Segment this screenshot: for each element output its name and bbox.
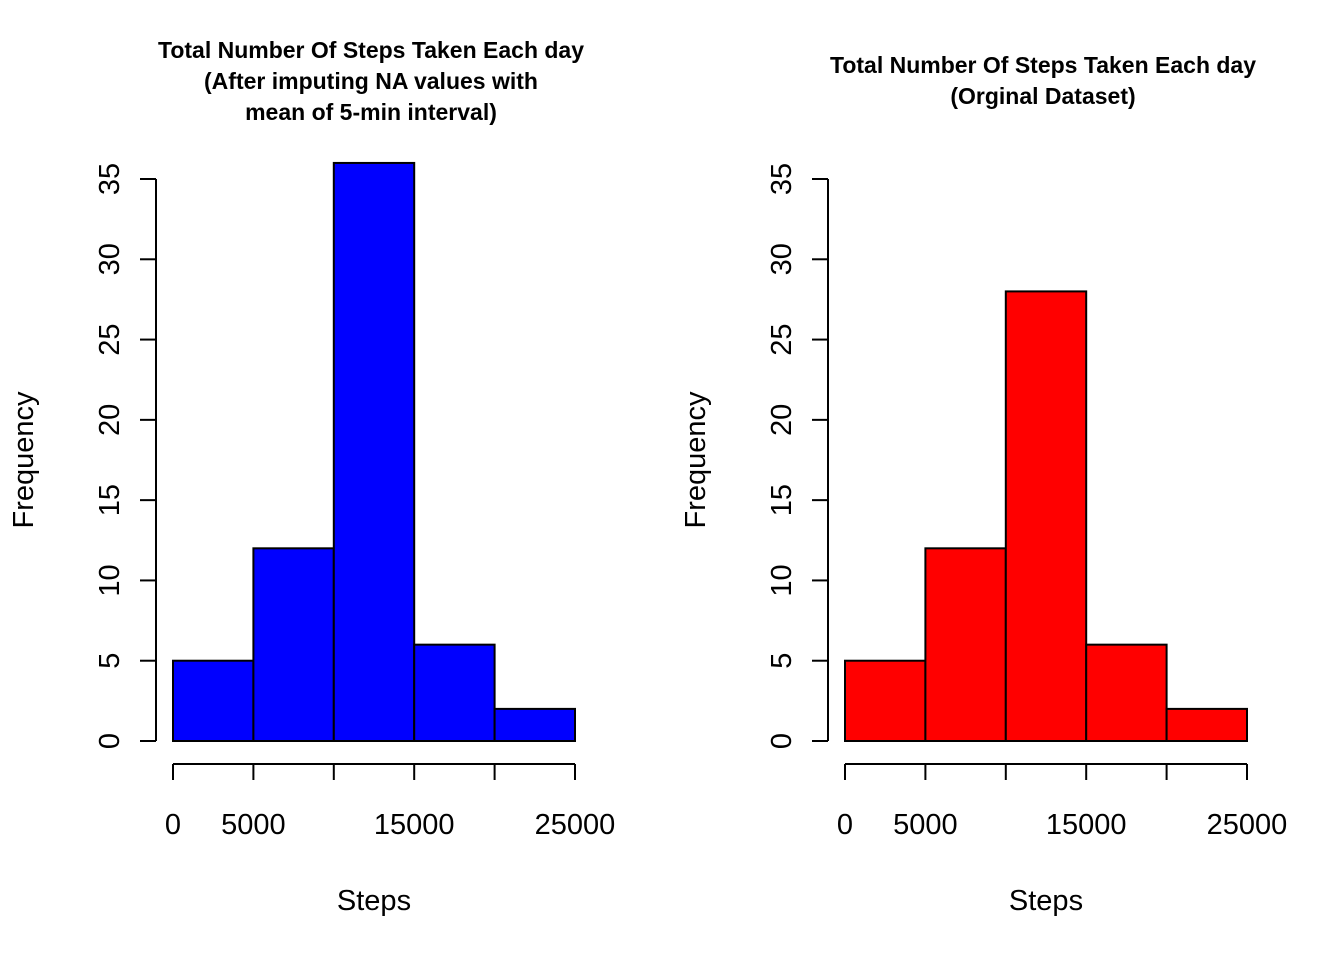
- histogram-bar: [413, 643, 496, 743]
- chart-title-line: Total Number Of Steps Taken Each day: [830, 52, 1256, 78]
- x-tick-label: 0: [165, 809, 181, 841]
- y-tick-label: 25: [766, 323, 798, 355]
- x-tick-label: 5000: [221, 809, 286, 841]
- y-tick-label: 0: [766, 733, 798, 749]
- chart-title-line: (Orginal Dataset): [950, 83, 1135, 109]
- y-tick-label: 0: [94, 733, 126, 749]
- x-tick-label: 25000: [1207, 809, 1288, 841]
- x-tick-label: 15000: [374, 809, 455, 841]
- histogram-bar: [1085, 643, 1168, 743]
- x-tick-label: 5000: [893, 809, 958, 841]
- histogram-bar: [1004, 290, 1088, 742]
- y-tick-label: 15: [94, 484, 126, 516]
- y-tick-label: 35: [94, 163, 126, 195]
- y-tick-label: 5: [766, 653, 798, 669]
- y-tick-label: 25: [94, 323, 126, 355]
- histogram-bar: [332, 161, 416, 742]
- histogram-bar: [1165, 707, 1248, 743]
- x-axis-label: Steps: [337, 885, 411, 917]
- histogram-panel-1: Total Number Of Steps Taken Each day (Aft…: [8, 37, 615, 917]
- y-axis-label: Frequency: [8, 391, 40, 529]
- chart-title-line: mean of 5-min interval): [245, 99, 497, 125]
- y-tick-label: 10: [94, 564, 126, 596]
- y-tick-label: 5: [94, 653, 126, 669]
- histogram-bar: [172, 659, 255, 743]
- histogram-bar: [844, 659, 927, 743]
- y-tick-label: 20: [94, 404, 126, 436]
- y-tick-label: 30: [94, 243, 126, 275]
- y-tick-label: 30: [766, 243, 798, 275]
- chart-title-line: (After imputing NA values with: [204, 68, 538, 94]
- histogram-bar: [924, 547, 1007, 742]
- x-axis-label: Steps: [1009, 885, 1083, 917]
- histogram-bar: [252, 547, 335, 742]
- y-tick-label: 35: [766, 163, 798, 195]
- x-tick-label: 25000: [535, 809, 616, 841]
- y-axis-label: Frequency: [680, 391, 712, 529]
- y-tick-label: 20: [766, 404, 798, 436]
- chart-title-line: Total Number Of Steps Taken Each day: [158, 37, 584, 63]
- x-tick-label: 15000: [1046, 809, 1127, 841]
- histogram-bar: [493, 707, 577, 743]
- histogram-panel-2: Total Number Of Steps Taken Each day (Org…: [680, 52, 1287, 917]
- y-tick-label: 10: [766, 564, 798, 596]
- x-tick-label: 0: [837, 809, 853, 841]
- y-tick-label: 15: [766, 484, 798, 516]
